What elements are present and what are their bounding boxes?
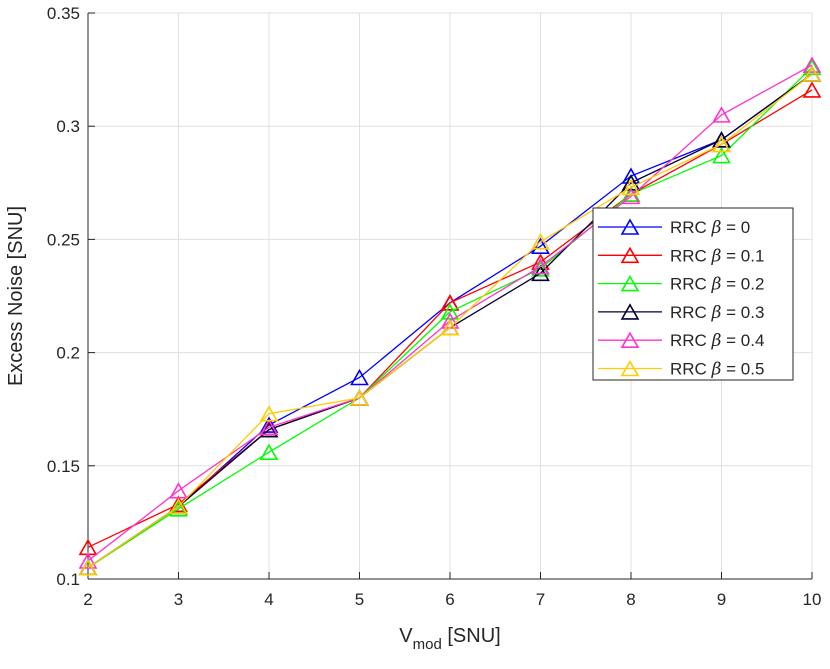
legend-marker: [620, 331, 640, 348]
y-tick-label: 0.2: [56, 344, 80, 363]
series-line: [87, 89, 813, 548]
y-tick-label: 0.1: [56, 570, 80, 589]
x-tick-label: 4: [264, 590, 273, 609]
data-point-marker: [712, 131, 731, 148]
data-point-marker: [350, 368, 369, 386]
x-tick-label: 6: [445, 590, 454, 609]
data-point-marker: [350, 389, 369, 406]
legend-marker: [620, 303, 640, 320]
x-tick-label: 3: [174, 590, 183, 609]
x-axis-label: Vmod [SNU]: [399, 625, 500, 653]
data-point-marker: [531, 233, 550, 250]
legend-entry: RRC β = 0.4: [670, 331, 764, 351]
data-point-marker: [169, 497, 188, 515]
data-point-marker: [169, 495, 188, 513]
series-5: [78, 65, 822, 576]
y-tick-label: 0.15: [47, 457, 80, 476]
data-point-marker: [440, 319, 460, 336]
data-point-marker: [712, 135, 731, 153]
data-point-marker: [802, 65, 822, 82]
legend: RRC β = 0 RRC β = 0.1 RRC β = 0.2 RRC β = 0…: [592, 207, 794, 381]
x-tick-label: 10: [803, 590, 822, 609]
legend-marker: [620, 246, 640, 264]
series-line: [87, 73, 813, 569]
legend-entry: RRC β = 0: [670, 218, 750, 238]
legend-marker: [620, 218, 640, 235]
data-point-marker: [169, 482, 188, 499]
series-line: [87, 66, 813, 569]
legend-box: [592, 207, 794, 381]
data-point-marker: [440, 303, 460, 320]
legend-marker: [620, 274, 640, 292]
x-tick-label: 8: [626, 590, 635, 609]
legend-entry: RRC β = 0.5: [670, 360, 764, 380]
legend-entry: RRC β = 0.1: [670, 246, 764, 266]
data-point-marker: [259, 416, 279, 433]
data-point-marker: [259, 443, 279, 461]
x-tick-label: 5: [355, 590, 364, 609]
data-point-marker: [712, 106, 731, 123]
data-point-marker: [259, 405, 279, 422]
data-point-marker: [531, 257, 550, 275]
data-point-marker: [78, 552, 98, 569]
x-tick-label: 7: [536, 590, 545, 609]
data-point-marker: [78, 559, 98, 576]
y-tick-label: 0.35: [47, 4, 80, 23]
data-point-marker: [440, 294, 460, 311]
data-point-marker: [621, 178, 641, 196]
legend-marker: [620, 359, 640, 377]
legend-entry: RRC β = 0.2: [670, 275, 764, 295]
data-point-marker: [621, 187, 641, 205]
x-tick-label: 9: [717, 590, 726, 609]
y-tick-label: 0.25: [47, 230, 80, 249]
data-point-marker: [259, 418, 279, 436]
y-tick-label: 0.3: [56, 117, 80, 136]
data-point-marker: [802, 81, 822, 98]
data-point-marker: [712, 147, 731, 164]
data-point-marker: [802, 56, 822, 73]
y-axis-label: Excess Noise [SNU]: [5, 206, 27, 386]
legend-entry: RRC β = 0.3: [670, 303, 764, 323]
x-tick-label: 2: [83, 590, 92, 609]
